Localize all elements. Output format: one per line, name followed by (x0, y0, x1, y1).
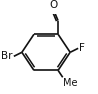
Text: Br: Br (1, 51, 13, 61)
Text: F: F (79, 43, 85, 53)
Text: O: O (49, 0, 58, 10)
Text: Me: Me (63, 78, 78, 88)
